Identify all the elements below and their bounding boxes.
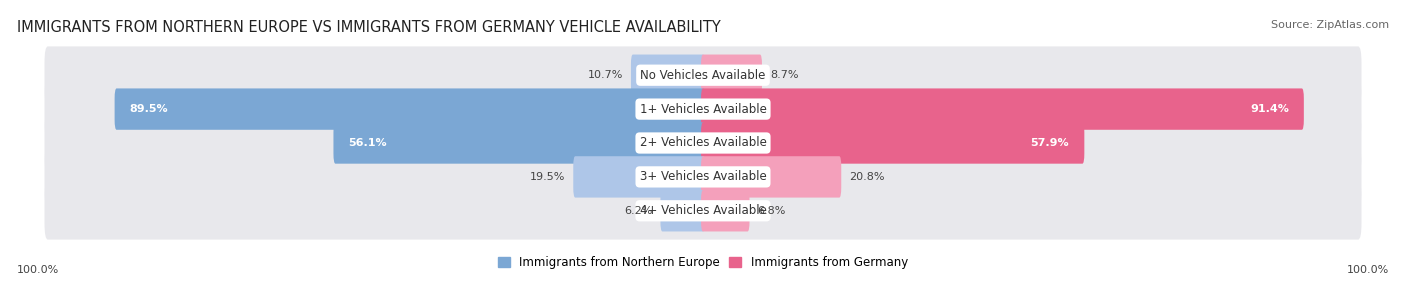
Text: 2+ Vehicles Available: 2+ Vehicles Available: [640, 136, 766, 150]
FancyBboxPatch shape: [702, 122, 1084, 164]
Text: 19.5%: 19.5%: [530, 172, 565, 182]
Text: IMMIGRANTS FROM NORTHERN EUROPE VS IMMIGRANTS FROM GERMANY VEHICLE AVAILABILITY: IMMIGRANTS FROM NORTHERN EUROPE VS IMMIG…: [17, 20, 721, 35]
Text: 56.1%: 56.1%: [349, 138, 387, 148]
Text: Source: ZipAtlas.com: Source: ZipAtlas.com: [1271, 20, 1389, 30]
Text: 6.8%: 6.8%: [758, 206, 786, 216]
Text: No Vehicles Available: No Vehicles Available: [640, 69, 766, 82]
FancyBboxPatch shape: [702, 55, 762, 96]
FancyBboxPatch shape: [702, 88, 1303, 130]
FancyBboxPatch shape: [45, 182, 1361, 240]
FancyBboxPatch shape: [702, 190, 749, 231]
Text: 57.9%: 57.9%: [1031, 138, 1070, 148]
Text: 4+ Vehicles Available: 4+ Vehicles Available: [640, 204, 766, 217]
FancyBboxPatch shape: [45, 148, 1361, 206]
FancyBboxPatch shape: [45, 114, 1361, 172]
Text: 89.5%: 89.5%: [129, 104, 169, 114]
Legend: Immigrants from Northern Europe, Immigrants from Germany: Immigrants from Northern Europe, Immigra…: [498, 256, 908, 269]
Text: 10.7%: 10.7%: [588, 70, 623, 80]
Text: 20.8%: 20.8%: [849, 172, 884, 182]
Text: 100.0%: 100.0%: [17, 265, 59, 275]
FancyBboxPatch shape: [631, 55, 704, 96]
Text: 8.7%: 8.7%: [770, 70, 799, 80]
FancyBboxPatch shape: [702, 156, 841, 198]
Text: 6.2%: 6.2%: [624, 206, 652, 216]
FancyBboxPatch shape: [45, 80, 1361, 138]
Text: 3+ Vehicles Available: 3+ Vehicles Available: [640, 170, 766, 183]
FancyBboxPatch shape: [115, 88, 704, 130]
FancyBboxPatch shape: [661, 190, 704, 231]
FancyBboxPatch shape: [45, 46, 1361, 104]
FancyBboxPatch shape: [333, 122, 704, 164]
Text: 91.4%: 91.4%: [1250, 104, 1289, 114]
FancyBboxPatch shape: [574, 156, 704, 198]
Text: 1+ Vehicles Available: 1+ Vehicles Available: [640, 103, 766, 116]
Text: 100.0%: 100.0%: [1347, 265, 1389, 275]
